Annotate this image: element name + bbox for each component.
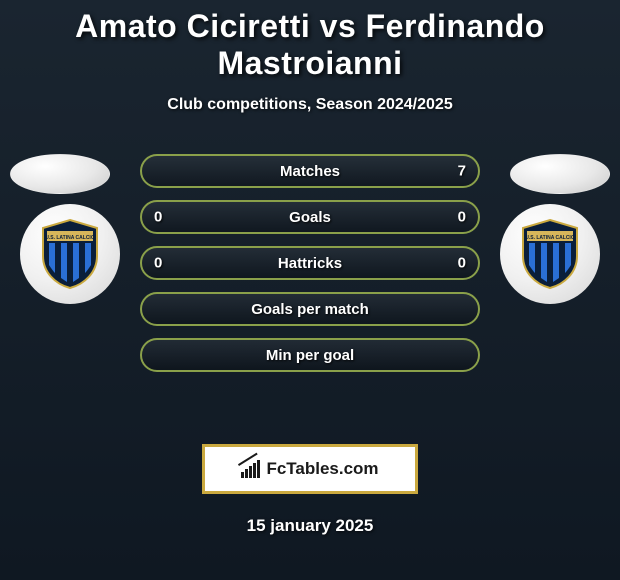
stat-row-matches: Matches 7 (140, 154, 480, 188)
player-avatar-right (510, 154, 610, 194)
page-title: Amato Ciciretti vs Ferdinando Mastroiann… (0, 0, 620, 82)
stat-left-value: 0 (154, 255, 162, 272)
stat-label: Matches (280, 163, 340, 180)
svg-text:U.S. LATINA CALCIO: U.S. LATINA CALCIO (45, 235, 95, 241)
stat-right-value: 0 (458, 255, 466, 272)
stat-label: Min per goal (266, 347, 354, 364)
brand-text: FcTables.com (266, 459, 378, 479)
stat-label: Goals per match (251, 301, 369, 318)
brand-box[interactable]: FcTables.com (202, 444, 418, 494)
stat-right-value: 0 (458, 209, 466, 226)
svg-text:U.S. LATINA CALCIO: U.S. LATINA CALCIO (525, 235, 575, 241)
comparison-area: U.S. LATINA CALCIO U.S. LATINA CALCIO (0, 154, 620, 434)
stat-right-value: 7 (458, 163, 466, 180)
stat-left-value: 0 (154, 209, 162, 226)
stats-list: Matches 7 0 Goals 0 0 Hattricks 0 Goals … (140, 154, 480, 372)
stat-row-goals: 0 Goals 0 (140, 200, 480, 234)
stat-row-hattricks: 0 Hattricks 0 (140, 246, 480, 280)
player-avatar-left (10, 154, 110, 194)
stat-label: Hattricks (278, 255, 342, 272)
stat-label: Goals (289, 209, 331, 226)
club-logo-right: U.S. LATINA CALCIO (500, 204, 600, 304)
shield-icon: U.S. LATINA CALCIO (39, 218, 101, 290)
subtitle: Club competitions, Season 2024/2025 (0, 96, 620, 114)
stat-row-min-per-goal: Min per goal (140, 338, 480, 372)
date-text: 15 january 2025 (0, 516, 620, 536)
club-logo-left: U.S. LATINA CALCIO (20, 204, 120, 304)
chart-icon (241, 460, 260, 478)
shield-icon: U.S. LATINA CALCIO (519, 218, 581, 290)
stat-row-goals-per-match: Goals per match (140, 292, 480, 326)
